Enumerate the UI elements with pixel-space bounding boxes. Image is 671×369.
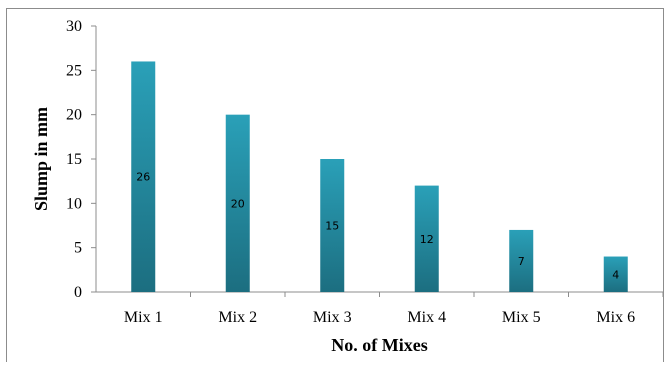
y-tick-label: 10 — [66, 195, 82, 212]
bar — [225, 114, 250, 293]
x-axis-title: No. of Mixes — [331, 335, 427, 355]
y-tick-label: 0 — [74, 284, 82, 301]
x-tick-label: Mix 1 — [124, 309, 163, 326]
x-tick-label: Mix 6 — [596, 309, 635, 326]
bar — [131, 61, 156, 292]
y-tick-label: 20 — [66, 107, 82, 124]
y-tick-label: 25 — [66, 62, 82, 79]
y-axis-title: Slump in mm — [31, 107, 51, 211]
data-label: 15 — [325, 220, 339, 233]
x-tick-label: Mix 3 — [313, 309, 352, 326]
bar — [414, 185, 439, 292]
y-tick-label: 30 — [66, 18, 82, 35]
bar — [603, 256, 628, 292]
x-tick-label: Mix 4 — [407, 309, 446, 326]
y-tick-label: 15 — [66, 151, 82, 168]
data-label: 20 — [231, 197, 245, 210]
y-axis: 0 5 10 15 20 25 30 — [66, 18, 97, 301]
bar — [509, 229, 534, 292]
x-axis: Mix 1 Mix 2 Mix 3 Mix 4 Mix 5 Mix 6 — [96, 291, 664, 326]
data-label: 12 — [420, 233, 434, 246]
data-label: 7 — [518, 255, 525, 268]
data-label: 26 — [136, 171, 150, 184]
x-tick-label: Mix 2 — [218, 309, 257, 326]
bars: 26 20 15 12 7 4 — [131, 61, 628, 293]
y-tick-label: 5 — [74, 240, 82, 257]
data-label: 4 — [612, 268, 619, 281]
x-tick-label: Mix 5 — [502, 309, 541, 326]
chart-frame — [6, 8, 664, 362]
bar — [320, 159, 345, 292]
